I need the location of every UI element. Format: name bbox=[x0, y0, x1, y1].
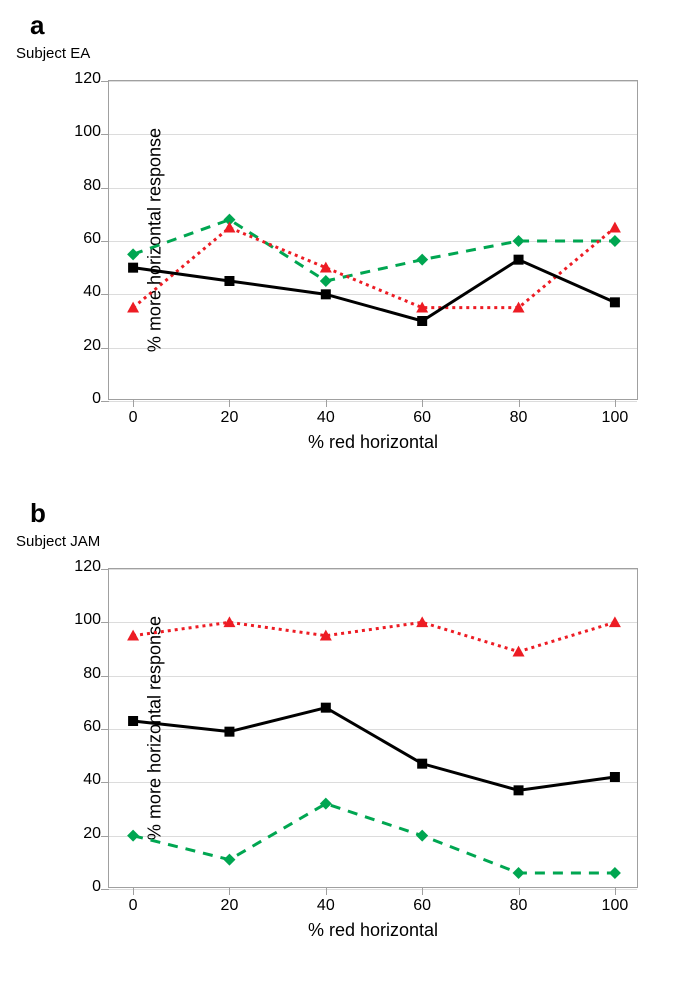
series-marker-red bbox=[609, 616, 621, 627]
series-marker-green bbox=[416, 830, 428, 842]
y-tick bbox=[101, 348, 109, 349]
y-tick bbox=[101, 294, 109, 295]
series-marker-black bbox=[224, 727, 234, 737]
gridline bbox=[109, 401, 637, 402]
y-tick bbox=[101, 782, 109, 783]
y-tick-label: 40 bbox=[65, 283, 101, 301]
series-marker-black bbox=[610, 772, 620, 782]
series-line-black bbox=[133, 260, 615, 321]
series-marker-black bbox=[514, 785, 524, 795]
x-tick-label: 20 bbox=[221, 897, 239, 915]
y-tick bbox=[101, 622, 109, 623]
x-tick-label: 80 bbox=[510, 897, 528, 915]
x-tick-label: 100 bbox=[602, 897, 629, 915]
series-marker-green bbox=[320, 798, 332, 810]
series-marker-black bbox=[128, 263, 138, 273]
series-marker-green bbox=[127, 830, 139, 842]
x-tick-label: 40 bbox=[317, 409, 335, 427]
series-marker-black bbox=[610, 297, 620, 307]
y-tick bbox=[101, 729, 109, 730]
series-marker-red bbox=[223, 222, 235, 233]
y-tick bbox=[101, 81, 109, 82]
plot-area: 020406080100120020406080100% red horizon… bbox=[108, 568, 638, 888]
series-marker-black bbox=[321, 289, 331, 299]
x-tick-label: 0 bbox=[129, 409, 138, 427]
y-tick-label: 100 bbox=[65, 611, 101, 629]
series-marker-black bbox=[417, 316, 427, 326]
y-tick-label: 20 bbox=[65, 337, 101, 355]
y-tick-label: 80 bbox=[65, 177, 101, 195]
panel-b: b Subject JAM 0 20 40 60 80 100 120 0 20 40 60 80 100%… bbox=[10, 498, 675, 966]
y-tick-label: 40 bbox=[65, 771, 101, 789]
series-svg bbox=[109, 569, 639, 889]
series-marker-green bbox=[609, 235, 621, 247]
chart-b: 0 20 40 60 80 100 120 0 20 40 60 80 100 % red horizon… bbox=[30, 556, 670, 966]
x-tick-label: 60 bbox=[413, 897, 431, 915]
series-marker-black bbox=[417, 759, 427, 769]
x-axis-label: % red horizontal bbox=[308, 920, 438, 941]
subject-label: Subject JAM bbox=[16, 533, 675, 550]
series-marker-red bbox=[513, 646, 525, 657]
series-marker-green bbox=[223, 854, 235, 866]
series-marker-green bbox=[127, 248, 139, 260]
panel-letter: a bbox=[30, 10, 675, 41]
chart-a: 0 20 40 60 80 100 120 0 20 40 60 80 100 % red horizon… bbox=[30, 68, 670, 478]
series-line-black bbox=[133, 708, 615, 791]
y-tick bbox=[101, 134, 109, 135]
panel-a: a Subject EA 0 20 40 60 80 100 120 0 20 40 60 80 100 % … bbox=[10, 10, 675, 478]
y-tick bbox=[101, 401, 109, 402]
series-marker-black bbox=[514, 255, 524, 265]
series-marker-red bbox=[127, 630, 139, 641]
plot-area: 020406080100120020406080100% red horizon… bbox=[108, 80, 638, 400]
y-tick-label: 100 bbox=[65, 123, 101, 141]
y-tick bbox=[101, 188, 109, 189]
x-axis-label: % red horizontal bbox=[308, 432, 438, 453]
series-marker-black bbox=[321, 703, 331, 713]
x-tick-label: 20 bbox=[221, 409, 239, 427]
y-tick bbox=[101, 836, 109, 837]
x-tick-label: 80 bbox=[510, 409, 528, 427]
series-marker-green bbox=[416, 254, 428, 266]
series-marker-black bbox=[224, 276, 234, 286]
x-tick-label: 100 bbox=[602, 409, 629, 427]
y-tick-label: 0 bbox=[65, 878, 101, 896]
x-tick-label: 40 bbox=[317, 897, 335, 915]
series-marker-red bbox=[127, 302, 139, 313]
gridline bbox=[109, 889, 637, 890]
x-tick-label: 0 bbox=[129, 897, 138, 915]
series-marker-green bbox=[320, 275, 332, 287]
series-line-red bbox=[133, 622, 615, 651]
y-tick bbox=[101, 569, 109, 570]
y-tick-label: 0 bbox=[65, 390, 101, 408]
y-tick-label: 120 bbox=[65, 558, 101, 576]
y-tick-label: 120 bbox=[65, 70, 101, 88]
subject-label: Subject EA bbox=[16, 45, 675, 62]
y-tick bbox=[101, 889, 109, 890]
y-tick bbox=[101, 241, 109, 242]
series-marker-red bbox=[609, 222, 621, 233]
y-tick-label: 20 bbox=[65, 825, 101, 843]
y-tick bbox=[101, 676, 109, 677]
series-marker-green bbox=[609, 867, 621, 879]
panel-letter: b bbox=[30, 498, 675, 529]
series-marker-green bbox=[513, 235, 525, 247]
series-marker-green bbox=[513, 867, 525, 879]
y-tick-label: 60 bbox=[65, 718, 101, 736]
x-tick-label: 60 bbox=[413, 409, 431, 427]
y-tick-label: 80 bbox=[65, 665, 101, 683]
series-line-green bbox=[133, 804, 615, 873]
series-svg bbox=[109, 81, 639, 401]
y-tick-label: 60 bbox=[65, 230, 101, 248]
series-marker-black bbox=[128, 716, 138, 726]
